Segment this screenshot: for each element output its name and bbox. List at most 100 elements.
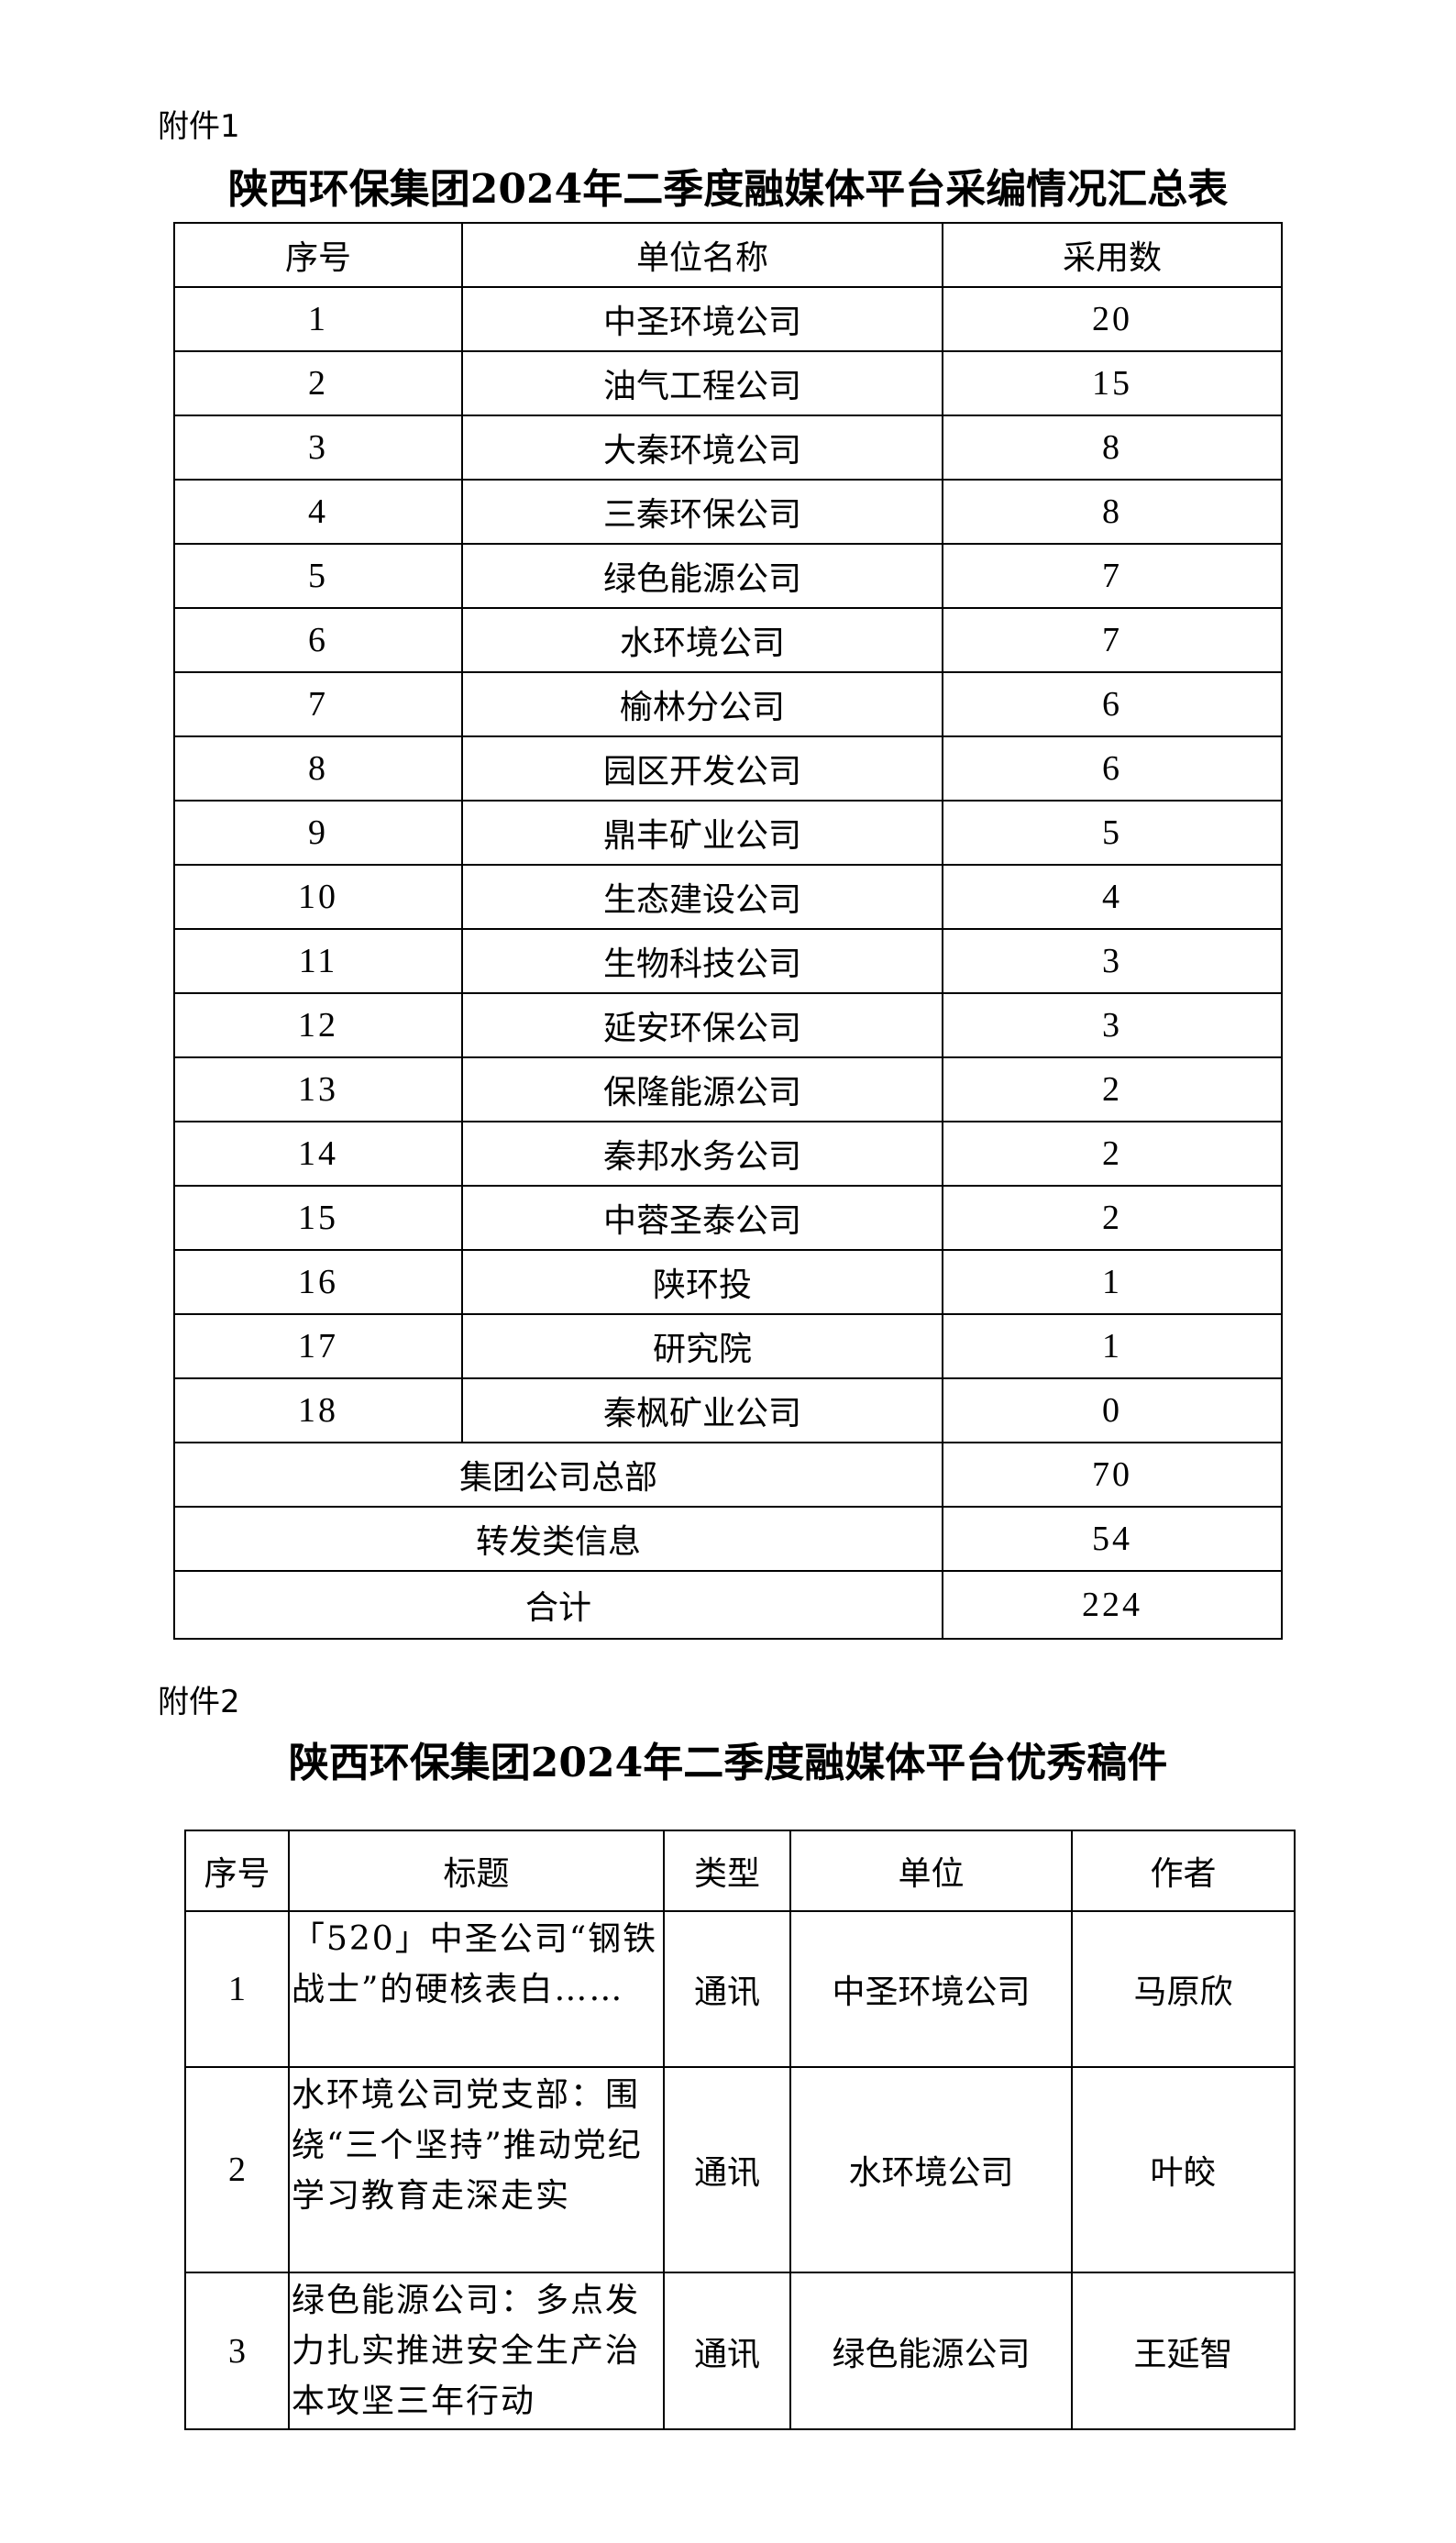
row-no: 15 (173, 1185, 463, 1251)
row-unit: 园区开发公司 (461, 735, 943, 802)
row-count: 8 (942, 415, 1283, 481)
header-type: 类型 (663, 1830, 791, 1912)
row-type: 通讯 (663, 1910, 791, 2068)
row-unit: 秦邦水务公司 (461, 1121, 943, 1187)
total-row: 合计 224 (173, 1570, 1283, 1640)
table-row: 1 「520」中圣公司“钢铁战士”的硬核表白…… 通讯 中圣环境公司 马原欣 (184, 1910, 1296, 2068)
row-unit: 生态建设公司 (461, 864, 943, 930)
row-count: 2 (942, 1121, 1283, 1187)
row-unit: 秦枫矿业公司 (461, 1377, 943, 1443)
row-unit: 研究院 (461, 1313, 943, 1379)
row-no: 16 (173, 1249, 463, 1315)
row-unit: 鼎丰矿业公司 (461, 800, 943, 866)
row-unit: 三秦环保公司 (461, 479, 943, 545)
row-no: 14 (173, 1121, 463, 1187)
header-title: 标题 (288, 1830, 665, 1912)
row-no: 7 (173, 671, 463, 737)
row-no: 3 (173, 415, 463, 481)
row-unit: 绿色能源公司 (461, 543, 943, 609)
attachment2-label: 附件2 (158, 1684, 240, 1720)
row-no: 1 (184, 1910, 290, 2068)
table-row: 1 中圣环境公司 20 (173, 286, 1283, 352)
table-row: 12 延安环保公司 3 (173, 992, 1283, 1058)
row-title: 「520」中圣公司“钢铁战士”的硬核表白…… (288, 1910, 665, 2068)
summary-table: 序号 单位名称 采用数 1 中圣环境公司 20 2 油气工程公司 15 3 大秦环境… (173, 222, 1283, 1640)
row-unit: 水环境公司 (789, 2066, 1073, 2273)
row-count: 1 (942, 1249, 1283, 1315)
row-no: 6 (173, 607, 463, 673)
row-no: 18 (173, 1377, 463, 1443)
table-row: 3 大秦环境公司 8 (173, 415, 1283, 481)
row-count: 8 (942, 479, 1283, 545)
table-row: 17 研究院 1 (173, 1313, 1283, 1379)
attachment1-title: 陕西环保集团2024年二季度融媒体平台采编情况汇总表 (227, 166, 1229, 213)
row-unit: 延安环保公司 (461, 992, 943, 1058)
row-unit: 保隆能源公司 (461, 1056, 943, 1122)
row-count: 70 (942, 1442, 1283, 1508)
row-count: 20 (942, 286, 1283, 352)
table-row: 6 水环境公司 7 (173, 607, 1283, 673)
table-row: 4 三秦环保公司 8 (173, 479, 1283, 545)
table-row: 7 榆林分公司 6 (173, 671, 1283, 737)
row-no: 4 (173, 479, 463, 545)
row-author: 马原欣 (1071, 1910, 1296, 2068)
row-no: 11 (173, 928, 463, 994)
row-no: 12 (173, 992, 463, 1058)
header-unit: 单位名称 (461, 222, 943, 288)
total-count: 224 (942, 1570, 1283, 1640)
total-label: 合计 (173, 1570, 943, 1640)
row-count: 4 (942, 864, 1283, 930)
row-no: 8 (173, 735, 463, 802)
row-unit: 集团公司总部 (173, 1442, 943, 1508)
row-title: 水环境公司党支部：围绕“三个坚持”推动党纪学习教育走深走实 (288, 2066, 665, 2273)
row-no: 2 (173, 350, 463, 416)
table-header-row: 序号 标题 类型 单位 作者 (184, 1830, 1296, 1912)
header-no: 序号 (173, 222, 463, 288)
row-unit: 绿色能源公司 (789, 2272, 1073, 2430)
row-no: 5 (173, 543, 463, 609)
row-unit: 转发类信息 (173, 1506, 943, 1572)
table-row: 3 绿色能源公司：多点发力扎实推进安全生产治本攻坚三年行动 通讯 绿色能源公司 … (184, 2272, 1296, 2430)
table-row: 16 陕环投 1 (173, 1249, 1283, 1315)
row-unit: 中蓉圣泰公司 (461, 1185, 943, 1251)
table-row: 18 秦枫矿业公司 0 (173, 1377, 1283, 1443)
row-type: 通讯 (663, 2066, 791, 2273)
row-title: 绿色能源公司：多点发力扎实推进安全生产治本攻坚三年行动 (288, 2272, 665, 2430)
row-no: 1 (173, 286, 463, 352)
header-unit: 单位 (789, 1830, 1073, 1912)
row-author: 王延智 (1071, 2272, 1296, 2430)
row-count: 1 (942, 1313, 1283, 1379)
row-count: 15 (942, 350, 1283, 416)
table-row: 5 绿色能源公司 7 (173, 543, 1283, 609)
table-row: 13 保隆能源公司 2 (173, 1056, 1283, 1122)
table-row: 集团公司总部 70 (173, 1442, 1283, 1508)
row-type: 通讯 (663, 2272, 791, 2430)
row-count: 3 (942, 992, 1283, 1058)
table-row: 14 秦邦水务公司 2 (173, 1121, 1283, 1187)
row-no: 9 (173, 800, 463, 866)
row-unit: 大秦环境公司 (461, 415, 943, 481)
row-count: 7 (942, 607, 1283, 673)
table-header-row: 序号 单位名称 采用数 (173, 222, 1283, 288)
row-count: 54 (942, 1506, 1283, 1572)
header-count: 采用数 (942, 222, 1283, 288)
row-no: 10 (173, 864, 463, 930)
table-row: 9 鼎丰矿业公司 5 (173, 800, 1283, 866)
row-no: 2 (184, 2066, 290, 2273)
table-row: 2 油气工程公司 15 (173, 350, 1283, 416)
row-count: 7 (942, 543, 1283, 609)
row-count: 2 (942, 1056, 1283, 1122)
table-row: 15 中蓉圣泰公司 2 (173, 1185, 1283, 1251)
header-author: 作者 (1071, 1830, 1296, 1912)
row-unit: 中圣环境公司 (461, 286, 943, 352)
row-unit: 水环境公司 (461, 607, 943, 673)
row-no: 3 (184, 2272, 290, 2430)
row-unit: 陕环投 (461, 1249, 943, 1315)
row-no: 17 (173, 1313, 463, 1379)
attachment2-title: 陕西环保集团2024年二季度融媒体平台优秀稿件 (288, 1740, 1168, 1786)
row-no: 13 (173, 1056, 463, 1122)
row-unit: 榆林分公司 (461, 671, 943, 737)
row-count: 6 (942, 671, 1283, 737)
excellent-articles-table: 序号 标题 类型 单位 作者 1 「520」中圣公司“钢铁战士”的硬核表白…… … (184, 1830, 1296, 2430)
row-count: 5 (942, 800, 1283, 866)
